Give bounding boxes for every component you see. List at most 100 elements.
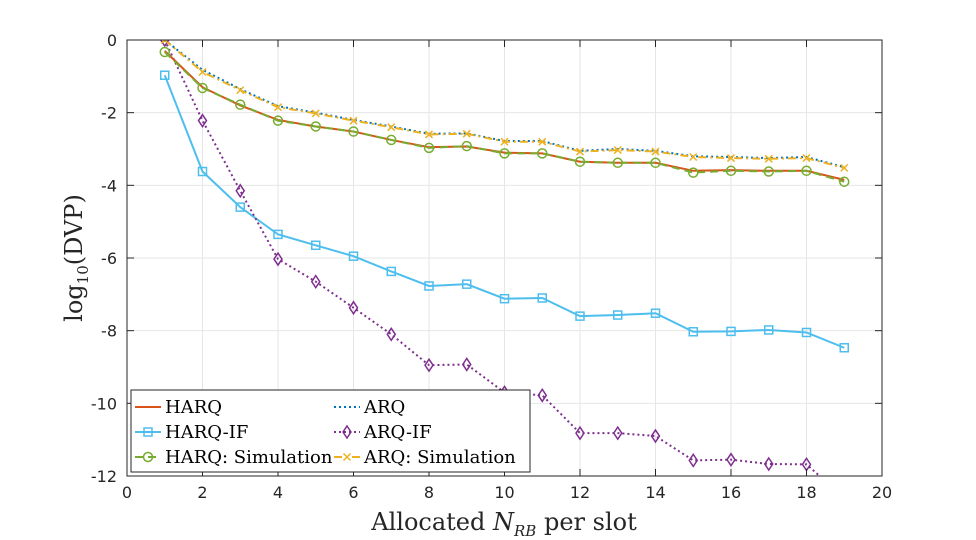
data-point	[688, 167, 699, 178]
data-point	[801, 165, 812, 177]
x-tick-label: 14	[645, 483, 665, 502]
y-tick-label: -4	[101, 176, 117, 195]
data-point	[651, 147, 660, 156]
data-point	[726, 452, 736, 468]
data-point	[386, 326, 397, 342]
x-tick-label: 6	[348, 483, 358, 502]
legend: HARQ ARQ HARQ-IF ARQ-IF HARQ: Simulation ARQ:…	[130, 389, 531, 473]
data-point	[386, 134, 397, 146]
data-point	[461, 140, 472, 152]
data-point	[725, 165, 737, 177]
data-point	[537, 148, 548, 159]
data-point	[348, 251, 359, 261]
data-point	[801, 327, 812, 338]
data-point	[764, 325, 774, 335]
data-point	[159, 40, 170, 48]
data-point	[612, 157, 623, 169]
legend-marker	[342, 424, 352, 440]
y-tick-label: -10	[91, 394, 117, 413]
data-point	[311, 240, 321, 251]
data-point	[538, 137, 547, 146]
x-tick-label: 16	[721, 483, 741, 502]
series-line-harq-if	[163, 74, 845, 349]
data-point	[387, 123, 396, 132]
data-point	[575, 311, 585, 321]
data-point	[802, 154, 811, 163]
legend-label: ARQ: Simulation	[363, 447, 516, 468]
data-point	[650, 157, 661, 169]
y-tick-label: -6	[101, 249, 117, 268]
data-point	[235, 202, 245, 212]
data-point	[462, 279, 472, 289]
data-point	[424, 281, 434, 291]
data-point	[310, 274, 321, 289]
tick-labels: 0 2 4 6 8 10 12 14 16 18 20 0 -2 -4 -6 -8 -10 -12	[91, 31, 892, 502]
y-tick-label: -8	[101, 322, 117, 341]
x-tick-label: 8	[424, 483, 434, 502]
data-point	[424, 357, 434, 373]
data-point	[575, 147, 585, 156]
data-point	[386, 266, 396, 277]
data-point	[272, 115, 284, 126]
x-tick-label: 20	[872, 483, 892, 502]
x-tick-label: 12	[570, 483, 590, 502]
data-point	[311, 109, 320, 118]
data-point	[273, 229, 283, 240]
x-tick-label: 18	[796, 483, 816, 502]
legend-label: HARQ: Simulation	[165, 447, 333, 468]
data-point	[273, 251, 283, 267]
data-point	[688, 327, 698, 337]
data-point	[689, 152, 698, 162]
data-point	[764, 154, 773, 163]
legend-label: ARQ-IF	[363, 422, 432, 443]
y-axis-label: log10(DVP)	[60, 194, 92, 322]
data-point	[423, 142, 435, 154]
data-point	[612, 425, 623, 441]
data-point	[160, 70, 170, 80]
data-point	[763, 456, 774, 472]
y-tick-label: -12	[91, 467, 117, 486]
y-tick-label: -2	[101, 104, 117, 123]
data-point	[160, 40, 169, 45]
x-tick-label: 0	[122, 483, 132, 502]
data-point	[348, 126, 359, 137]
data-point	[650, 428, 661, 444]
data-point	[650, 308, 661, 318]
legend-marker	[143, 427, 153, 437]
legend-box	[130, 389, 531, 473]
data-point	[198, 67, 207, 77]
series-line-harq-simulation	[164, 51, 845, 183]
legend-label: HARQ-IF	[165, 422, 248, 443]
data-point	[197, 82, 208, 94]
data-point	[574, 156, 586, 167]
x-axis-label: Allocated NRB per slot	[370, 508, 637, 540]
data-point	[839, 176, 850, 187]
data-point	[159, 46, 170, 58]
grid-lines	[127, 40, 882, 476]
series-markers	[159, 40, 850, 472]
data-point	[461, 357, 472, 372]
data-point	[424, 130, 434, 139]
data-point	[197, 166, 208, 177]
data-point	[235, 183, 246, 199]
data-point	[537, 387, 548, 403]
legend-label: ARQ	[363, 397, 405, 418]
data-point	[499, 148, 510, 159]
data-point	[726, 326, 736, 337]
x-tick-label: 2	[197, 483, 207, 502]
data-point	[537, 293, 547, 303]
data-point	[499, 293, 510, 304]
data-point	[688, 453, 699, 468]
legend-label: HARQ	[165, 397, 222, 418]
data-point	[349, 116, 358, 125]
legend-marker	[342, 452, 352, 462]
y-tick-label: 0	[107, 31, 117, 50]
data-point	[273, 103, 283, 112]
data-point	[310, 121, 321, 132]
data-point	[726, 154, 736, 163]
data-point	[839, 342, 849, 353]
data-point	[500, 137, 509, 146]
data-point	[462, 129, 471, 138]
data-point	[763, 166, 774, 177]
